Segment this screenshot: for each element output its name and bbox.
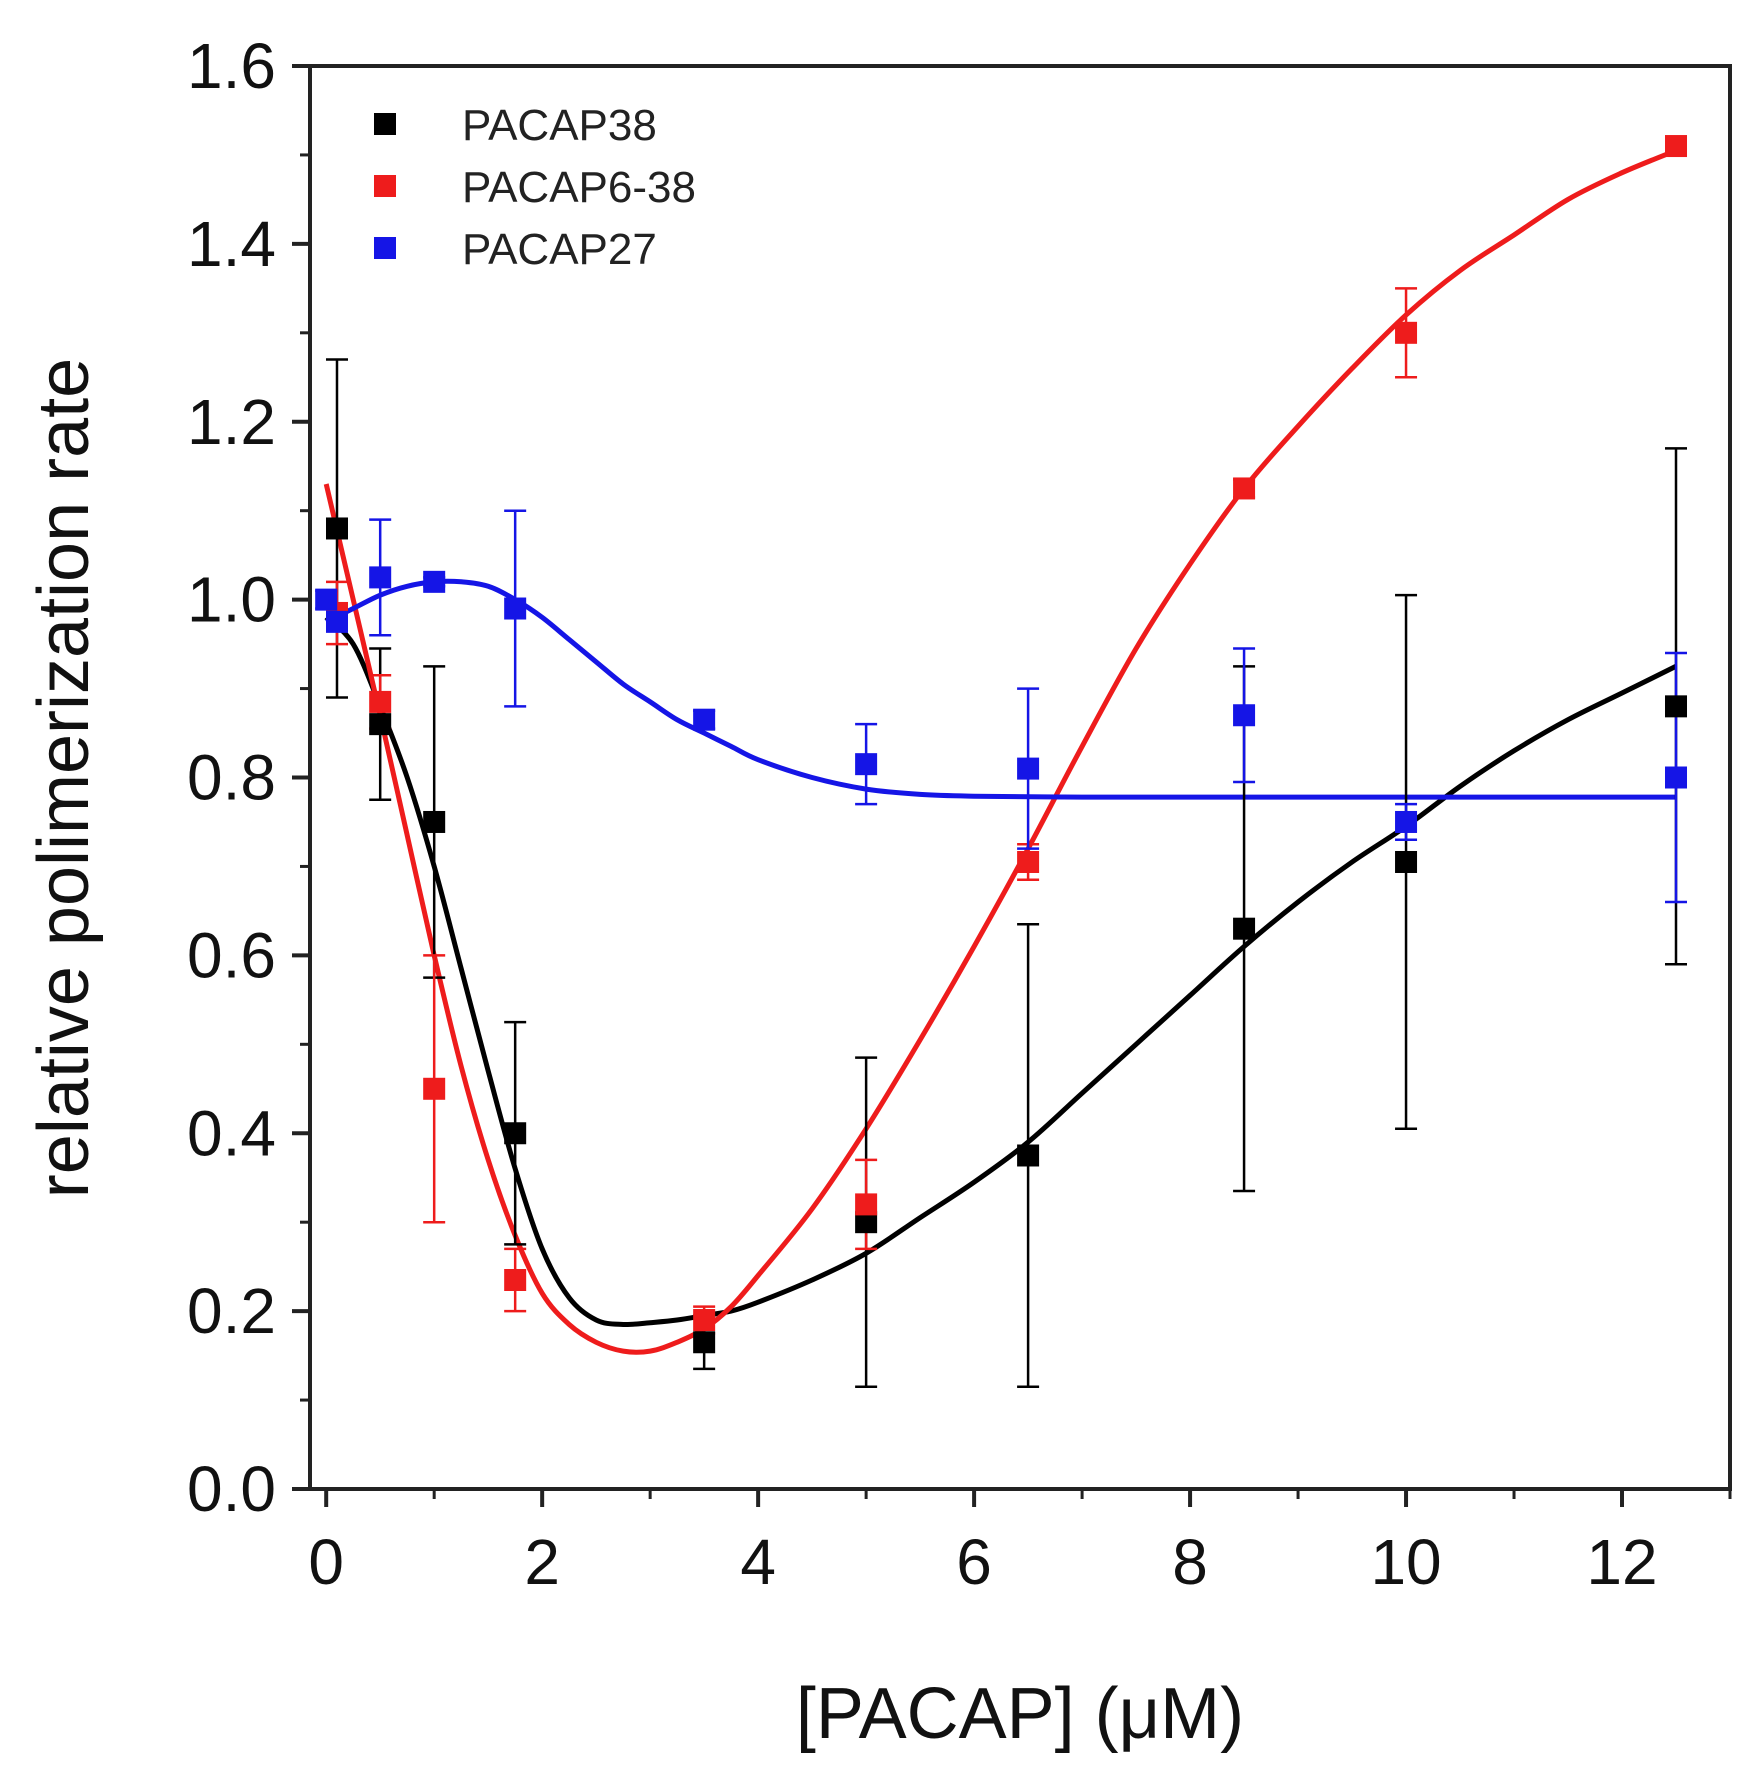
data-point-pacap38 bbox=[1665, 695, 1688, 718]
y-tick-label: 1.2 bbox=[187, 386, 276, 458]
data-point-pacap27 bbox=[315, 588, 338, 611]
data-point-pacap27 bbox=[325, 610, 348, 633]
data-point-pacap27 bbox=[1233, 704, 1256, 727]
data-points bbox=[315, 135, 1688, 1354]
data-point-pacap38 bbox=[1233, 917, 1256, 940]
data-point-pacap38 bbox=[369, 713, 392, 736]
x-tick-label: 8 bbox=[1172, 1526, 1208, 1598]
x-tick-label: 12 bbox=[1586, 1526, 1657, 1598]
x-tick-label: 6 bbox=[956, 1526, 992, 1598]
y-tick-label: 1.0 bbox=[187, 564, 276, 636]
legend-marker bbox=[374, 175, 396, 197]
data-point-pacap6-38 bbox=[423, 1077, 446, 1100]
data-point-pacap27 bbox=[423, 570, 446, 593]
data-point-pacap38 bbox=[855, 1211, 878, 1234]
error-bars bbox=[315, 135, 1688, 1388]
fit-curve-pacap6-38 bbox=[323, 148, 1677, 1355]
x-tick-label: 10 bbox=[1370, 1526, 1441, 1598]
data-point-pacap6-38 bbox=[693, 1309, 716, 1332]
data-point-pacap6-38 bbox=[855, 1193, 878, 1216]
data-point-pacap27 bbox=[1017, 757, 1040, 780]
data-point-pacap27 bbox=[693, 708, 716, 731]
data-point-pacap6-38 bbox=[1017, 850, 1040, 873]
legend-label: PACAP38 bbox=[462, 101, 657, 150]
y-tick-label: 1.4 bbox=[187, 208, 276, 280]
data-point-pacap38 bbox=[504, 1122, 527, 1145]
data-point-pacap6-38 bbox=[1665, 135, 1688, 158]
y-tick-label: 0.0 bbox=[187, 1453, 276, 1525]
data-point-pacap27 bbox=[1395, 810, 1418, 833]
x-tick-label: 0 bbox=[308, 1526, 344, 1598]
x-tick-label: 4 bbox=[740, 1526, 776, 1598]
y-tick-label: 0.8 bbox=[187, 742, 276, 814]
legend-label: PACAP27 bbox=[462, 225, 657, 274]
y-tick-label: 0.2 bbox=[187, 1275, 276, 1347]
data-point-pacap38 bbox=[693, 1331, 716, 1354]
data-point-pacap6-38 bbox=[369, 690, 392, 713]
data-point-pacap38 bbox=[1017, 1144, 1040, 1167]
tick-labels: 0 2 4 6 8 10 12 0.0 0.2 0.4 0.6 0.8 1.0 1.2 1.4 1.6 bbox=[187, 30, 1658, 1598]
fit-curve-pacap38 bbox=[324, 615, 1678, 1328]
y-tick-label: 1.6 bbox=[187, 30, 276, 102]
data-point-pacap6-38 bbox=[1233, 477, 1256, 500]
legend-marker bbox=[374, 237, 396, 259]
fit-curve-pacap27 bbox=[325, 578, 1676, 800]
legend-label: PACAP6-38 bbox=[462, 163, 696, 212]
data-point-pacap38 bbox=[325, 517, 348, 540]
axis-ticks bbox=[292, 64, 1732, 1507]
fit-curves bbox=[323, 148, 1678, 1355]
data-point-pacap6-38 bbox=[1395, 321, 1418, 344]
data-point-pacap38 bbox=[423, 810, 446, 833]
y-axis-title: relative polimerization rate bbox=[24, 358, 104, 1198]
y-tick-label: 0.6 bbox=[187, 919, 276, 991]
data-point-pacap27 bbox=[504, 597, 527, 620]
x-axis-title: [PACAP] (μM) bbox=[796, 1674, 1244, 1754]
legend-marker bbox=[374, 113, 396, 135]
y-tick-label: 0.4 bbox=[187, 1097, 276, 1169]
legend: PACAP38 PACAP6-38 PACAP27 bbox=[374, 101, 696, 274]
data-point-pacap27 bbox=[369, 566, 392, 589]
data-point-pacap27 bbox=[855, 753, 878, 776]
data-point-pacap27 bbox=[1665, 766, 1688, 789]
x-tick-label: 2 bbox=[524, 1526, 560, 1598]
data-point-pacap6-38 bbox=[504, 1268, 527, 1291]
data-point-pacap38 bbox=[1395, 850, 1418, 873]
